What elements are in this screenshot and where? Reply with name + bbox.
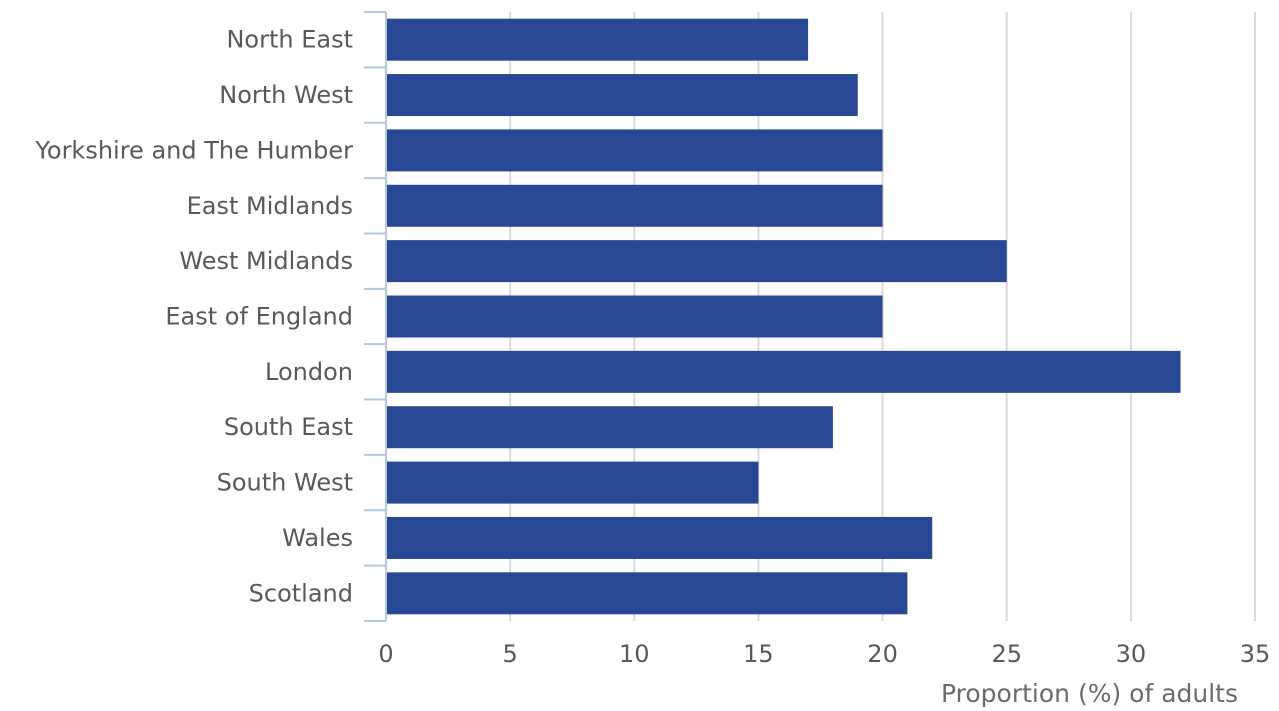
x-tick-labels: 0 5 10 15 20 25 30 35: [378, 640, 1270, 668]
x-tick-label: 20: [867, 640, 898, 668]
bar: [386, 406, 833, 449]
category-label: South East: [224, 413, 353, 441]
x-tick-label: 15: [743, 640, 774, 668]
bar: [386, 295, 883, 338]
bar: [386, 350, 1181, 393]
category-label: Wales: [282, 524, 353, 552]
category-label: North West: [219, 81, 353, 109]
bar: [386, 516, 933, 559]
bar: [386, 184, 883, 227]
x-tick-label: 0: [378, 640, 393, 668]
bar: [386, 74, 858, 117]
x-tick-label: 30: [1116, 640, 1147, 668]
bar: [386, 572, 908, 615]
x-axis-title: Proportion (%) of adults: [941, 679, 1238, 708]
x-tick-label: 35: [1240, 640, 1271, 668]
category-labels: North East North West Yorkshire and The Hu…: [34, 26, 353, 608]
bar: [386, 129, 883, 172]
category-label: Scotland: [249, 579, 353, 607]
category-label: East of England: [165, 303, 353, 331]
bar: [386, 240, 1007, 283]
x-tick-label: 10: [619, 640, 650, 668]
category-label: South West: [217, 469, 353, 497]
bar: [386, 461, 759, 504]
category-label: London: [265, 358, 353, 386]
category-label: East Midlands: [187, 192, 353, 220]
bars: [386, 18, 1181, 615]
category-label: West Midlands: [179, 247, 353, 275]
category-label: North East: [226, 26, 353, 54]
category-label: Yorkshire and The Humber: [34, 136, 353, 164]
bar: [386, 18, 809, 61]
x-tick-label: 5: [503, 640, 518, 668]
y-axis: [364, 11, 387, 622]
x-tick-label: 25: [991, 640, 1022, 668]
